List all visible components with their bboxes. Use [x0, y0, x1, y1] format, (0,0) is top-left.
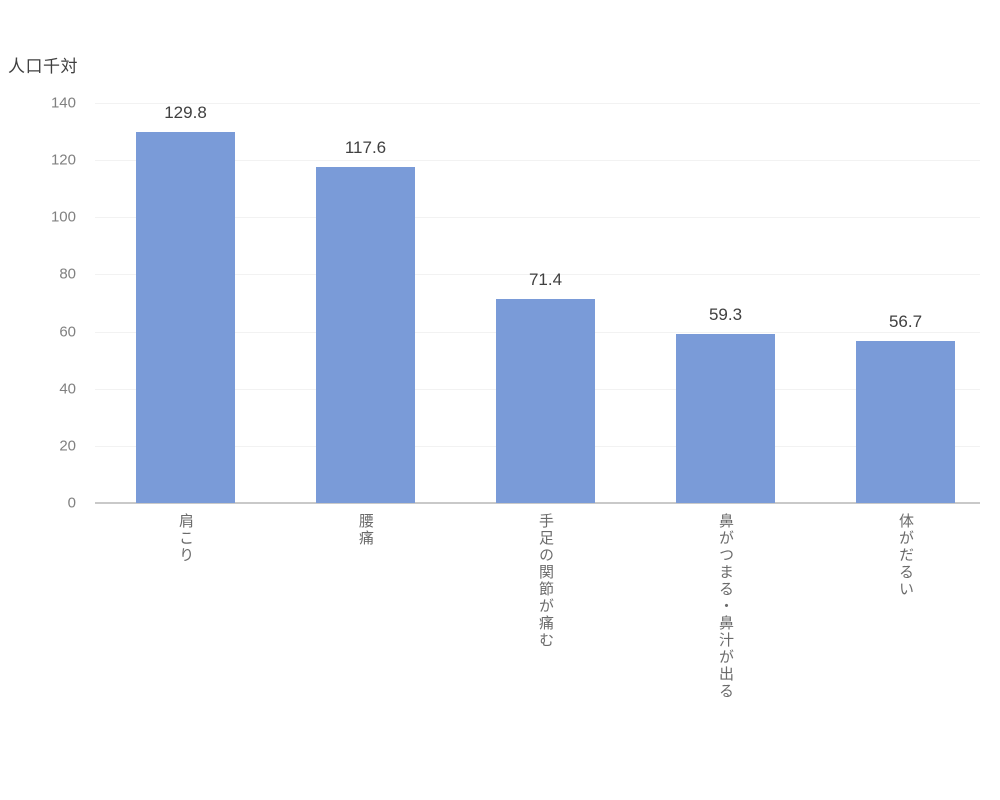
- bar-value-label: 71.4: [528, 270, 563, 289]
- category-label: 手足の関節が痛む: [537, 513, 554, 649]
- y-axis-tick-label: 80: [59, 265, 76, 283]
- bar[interactable]: [496, 299, 595, 503]
- bar[interactable]: [136, 132, 235, 503]
- bar-value-label: 129.8: [164, 103, 207, 123]
- y-axis-tick-label: 140: [50, 94, 76, 112]
- category-label: 鼻がつまる・鼻汁が出る: [717, 513, 734, 700]
- bar-series: [95, 103, 980, 503]
- y-axis-tick-labels: 0 20 40 60 80 100 120 140: [30, 0, 76, 800]
- gridline: [95, 160, 980, 162]
- bar-value-label: 59.3: [708, 304, 743, 324]
- y-axis-tick-label: 0: [67, 494, 76, 512]
- y-axis-title: 人口千対: [8, 57, 78, 76]
- gridline: [95, 217, 980, 219]
- y-axis-tick-label: 20: [59, 437, 76, 455]
- x-axis-line: [95, 502, 980, 504]
- category-label: 肩こり: [177, 513, 194, 564]
- bar[interactable]: [856, 341, 955, 503]
- y-axis-tick-label: 100: [50, 208, 76, 226]
- bar-value-label: 56.7: [888, 312, 923, 331]
- category-label: 腰痛: [357, 513, 374, 547]
- category-label: 体がだるい: [897, 513, 914, 598]
- gridline: [95, 274, 980, 276]
- bar-value-label: 117.6: [344, 138, 387, 157]
- bar[interactable]: [676, 333, 775, 503]
- y-axis-tick-label: 40: [59, 380, 76, 398]
- y-axis-tick-label: 60: [59, 323, 76, 341]
- bar[interactable]: [316, 167, 415, 503]
- gridline: [95, 103, 980, 104]
- y-axis-tick-label: 120: [50, 151, 76, 169]
